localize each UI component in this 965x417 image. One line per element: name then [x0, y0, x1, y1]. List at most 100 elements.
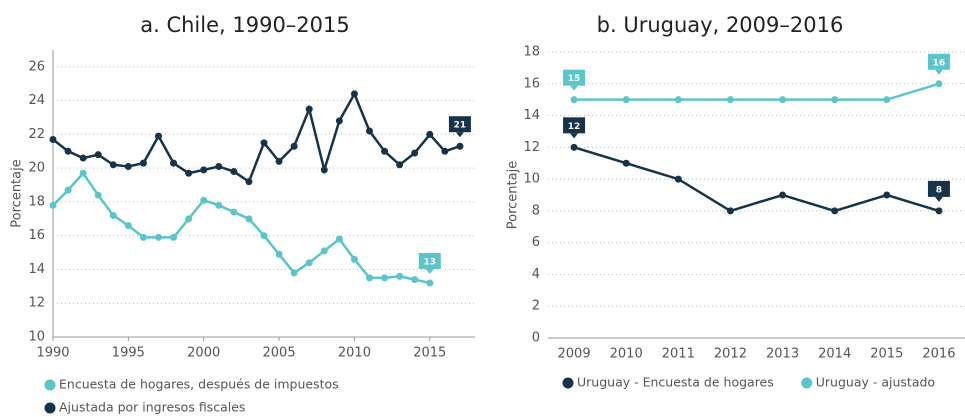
point [426, 279, 434, 287]
y-tick-label: 16 [523, 76, 540, 91]
legend-swatch [44, 379, 56, 391]
point [109, 161, 117, 169]
point [883, 96, 891, 104]
point [779, 191, 787, 199]
point [335, 117, 343, 125]
point [570, 143, 578, 151]
point [726, 96, 734, 104]
point [396, 161, 404, 169]
y-tick-label: 8 [532, 203, 540, 218]
point [335, 235, 343, 243]
label-pointer [570, 85, 579, 91]
y-tick-label: 24 [28, 93, 45, 108]
value-label: 13 [424, 257, 437, 267]
point [185, 169, 193, 177]
label-pointer [455, 132, 464, 138]
point [139, 159, 147, 167]
y-tick-label: 12 [28, 296, 45, 311]
y-tick-label: 18 [523, 45, 540, 60]
point [411, 276, 419, 284]
point [320, 247, 328, 255]
legend-swatch [562, 377, 574, 389]
point [831, 96, 839, 104]
series-line [52, 171, 431, 285]
point [883, 191, 891, 199]
point [200, 166, 208, 174]
legend-label: Encuesta de hogares, después de impuesto… [59, 377, 339, 392]
point [366, 127, 373, 135]
value-label: 12 [568, 122, 581, 132]
legend-swatch [801, 377, 813, 389]
label-box [563, 69, 586, 86]
point [230, 208, 238, 216]
y-tick-label: 2 [532, 299, 540, 314]
point [674, 96, 682, 104]
y-tick-label: 12 [523, 140, 540, 155]
label-box [563, 117, 586, 134]
y-tick-label: 10 [523, 172, 540, 187]
point [139, 233, 147, 241]
point [79, 154, 87, 162]
point [155, 132, 162, 140]
point [935, 207, 943, 215]
y-tick-label: 0 [532, 331, 540, 346]
point [275, 250, 283, 258]
legend-swatch [44, 402, 56, 414]
series-line [573, 146, 940, 213]
point [245, 215, 253, 223]
point [275, 157, 283, 165]
y-tick-label: 4 [532, 267, 540, 282]
point [779, 96, 787, 104]
point [170, 233, 178, 241]
point [381, 147, 389, 155]
x-tick-label: 2009 [558, 347, 591, 362]
label-box [927, 53, 950, 70]
point [290, 142, 298, 150]
series-line [52, 91, 461, 184]
point [350, 255, 358, 263]
point [245, 178, 253, 186]
point [200, 196, 208, 204]
value-label: 8 [936, 185, 942, 195]
point [381, 274, 389, 282]
legend-label: Uruguay - Encuesta de hogares [577, 375, 774, 390]
x-tick-label: 1995 [112, 346, 145, 361]
point [831, 207, 839, 215]
point [726, 207, 734, 215]
y-tick-label: 10 [28, 330, 45, 345]
x-tick-label: 2015 [870, 347, 903, 362]
point [305, 259, 313, 267]
x-tick-label: 2013 [766, 347, 799, 362]
point [320, 166, 328, 174]
point [230, 168, 238, 176]
point [260, 232, 268, 240]
point [64, 147, 72, 155]
point [49, 135, 57, 143]
x-tick-label: 2011 [662, 347, 695, 362]
point [426, 130, 434, 138]
x-tick-label: 1990 [36, 346, 69, 361]
x-tick-label: 2014 [818, 347, 851, 362]
x-tick-label: 2012 [714, 347, 747, 362]
label-pointer [570, 133, 579, 139]
legend-label: Ajustada por ingresos fiscales [59, 400, 245, 415]
y-axis-label: Porcentaje [506, 161, 521, 229]
point [441, 147, 449, 155]
point [935, 80, 943, 88]
point [674, 175, 682, 183]
chart-title: a. Chile, 1990–2015 [140, 13, 350, 37]
chart-title: b. Uruguay, 2009–2016 [597, 13, 844, 37]
point [49, 201, 57, 209]
label-box [418, 252, 441, 269]
point [215, 162, 223, 170]
point [170, 159, 178, 167]
y-axis-label: Porcentaje [10, 159, 25, 227]
legend-label: Uruguay - ajustado [816, 375, 935, 390]
y-tick-label: 14 [523, 108, 540, 123]
x-tick-label: 2000 [187, 346, 220, 361]
value-label: 15 [568, 74, 581, 84]
y-tick-label: 6 [532, 235, 540, 250]
point [260, 139, 268, 147]
label-box [927, 180, 950, 197]
label-pointer [934, 196, 943, 202]
